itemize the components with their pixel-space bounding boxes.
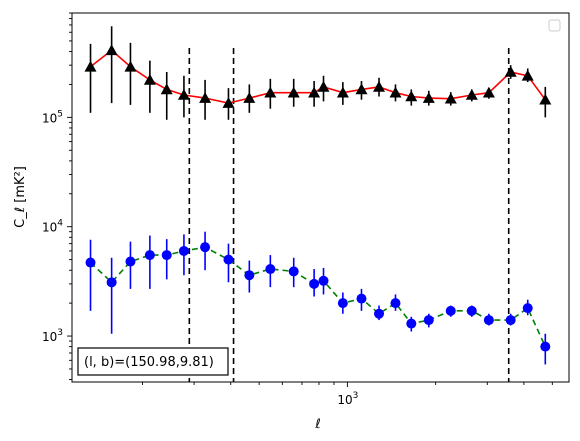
circle-marker xyxy=(144,250,155,261)
y-tick-label: 104 xyxy=(42,219,63,235)
circle-marker xyxy=(522,303,533,314)
triangle-marker xyxy=(465,89,478,100)
circle-marker xyxy=(223,254,234,265)
circle-marker xyxy=(483,315,494,326)
triangle-marker xyxy=(222,97,235,108)
triangle-marker xyxy=(308,86,321,98)
circle-marker xyxy=(200,242,211,253)
plot-frame xyxy=(71,12,570,383)
triangle-marker xyxy=(287,86,300,98)
circle-marker xyxy=(423,315,434,326)
circle-marker xyxy=(265,264,276,275)
triangle-marker xyxy=(355,83,368,95)
circle-marker xyxy=(356,293,367,304)
y-tick-label: 105 xyxy=(42,109,63,125)
triangle-marker xyxy=(84,60,97,72)
y-axis-label: C_ℓ [mK²] xyxy=(13,166,28,228)
triangle-marker xyxy=(336,86,349,98)
triangle-marker xyxy=(422,92,435,103)
triangle-marker xyxy=(521,69,534,81)
x-axis-label: ℓ xyxy=(314,417,320,432)
triangle-marker xyxy=(199,92,212,103)
triangle-marker xyxy=(264,86,277,98)
circle-marker xyxy=(309,278,320,289)
circle-marker xyxy=(318,275,329,286)
triangle-marker xyxy=(143,73,156,85)
series-layer xyxy=(84,26,552,365)
vertical-reference-lines xyxy=(188,48,510,382)
triangle-marker xyxy=(243,92,256,103)
circle-marker xyxy=(390,298,401,309)
triangle-marker xyxy=(389,86,402,98)
circle-marker xyxy=(505,315,516,326)
triangle-marker xyxy=(405,90,418,102)
triangle-marker xyxy=(504,66,517,77)
annotation-text: (l, b)=(150.98,9.81) xyxy=(84,355,214,370)
circle-marker xyxy=(445,305,456,316)
x-tick-label: 103 xyxy=(337,391,358,407)
axis-ticks: 103 104 105 103 xyxy=(42,12,553,407)
triangle-marker xyxy=(482,86,495,98)
circle-marker xyxy=(106,277,117,288)
data-series xyxy=(85,231,551,365)
circle-marker xyxy=(466,305,477,316)
circle-marker xyxy=(406,318,417,329)
circle-marker xyxy=(540,341,551,352)
triangle-marker xyxy=(160,83,173,95)
data-series xyxy=(84,26,552,120)
circle-marker xyxy=(244,270,255,281)
circle-marker xyxy=(161,250,172,261)
triangle-marker xyxy=(444,92,457,104)
triangle-marker xyxy=(539,93,552,105)
triangle-marker xyxy=(317,80,330,92)
circle-marker xyxy=(125,256,136,267)
triangle-marker xyxy=(177,89,190,100)
legend-box xyxy=(548,19,561,32)
triangle-marker xyxy=(105,44,118,56)
triangle-marker xyxy=(373,80,385,92)
circle-marker xyxy=(85,257,96,268)
circle-marker xyxy=(337,298,348,309)
circle-marker xyxy=(288,266,299,277)
y-tick-label: 103 xyxy=(42,328,63,344)
triangle-marker xyxy=(124,60,137,72)
circle-marker xyxy=(178,245,189,256)
circle-marker xyxy=(374,308,385,319)
annotation-box xyxy=(77,347,229,376)
coordinates-annotation: (l, b)=(150.98,9.81) xyxy=(77,347,229,376)
